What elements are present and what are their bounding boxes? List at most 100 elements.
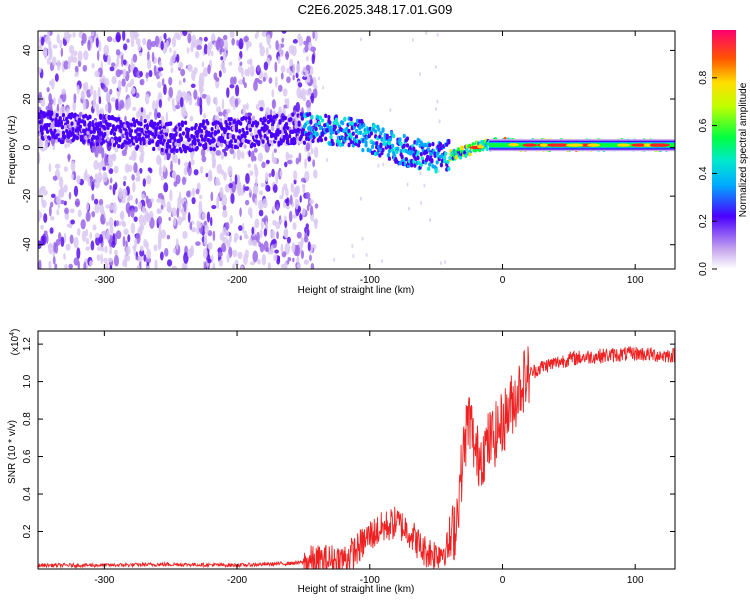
ridge-blob (157, 146, 161, 151)
ridge-blob (300, 116, 304, 121)
ridge-blob (258, 129, 262, 134)
noise-blob (286, 236, 291, 244)
noise-blob (266, 34, 271, 46)
noise-blob (108, 216, 114, 228)
ridge-blob (206, 121, 210, 126)
noise-blob (313, 146, 319, 159)
ridge-blob (372, 124, 377, 129)
noise-blob (205, 94, 211, 104)
noise-blob (181, 176, 186, 186)
ridge-blob (458, 155, 463, 160)
noise-blob (126, 196, 130, 203)
noise-blob (265, 107, 271, 118)
ridge-blob (164, 132, 169, 137)
noise-blob (296, 86, 302, 99)
noise-blob (111, 75, 117, 85)
ridge-blob (443, 155, 447, 161)
noise-blob (56, 33, 60, 44)
snr-series-line (38, 346, 675, 569)
noise-blob (48, 205, 52, 217)
noise-blob (153, 64, 157, 77)
ridge-blob (84, 113, 88, 119)
noise-blob (181, 207, 185, 216)
ridge-blob (415, 141, 419, 146)
ridge-blob (308, 112, 312, 117)
noise-blob (115, 31, 121, 43)
noise-blob (83, 261, 87, 269)
ridge-blob (438, 142, 442, 147)
noise-blob (47, 102, 53, 111)
noise-blob (100, 158, 105, 168)
ridge-blob (84, 135, 88, 140)
noise-blob (52, 44, 58, 49)
noise-blob (244, 199, 250, 206)
noise-blob (271, 89, 275, 98)
noise-blob (125, 202, 131, 214)
noise-blob (141, 193, 145, 200)
noise-blob (102, 166, 107, 171)
noise-blob (202, 113, 207, 119)
ridge-blob (71, 131, 75, 136)
noise-blob (222, 66, 227, 74)
noise-blob (419, 171, 422, 176)
noise-blob (127, 97, 131, 108)
noise-blob (129, 31, 135, 40)
ridge-blob (334, 117, 338, 123)
noise-blob (105, 91, 110, 103)
spectrogram-blobs (38, 31, 675, 269)
noise-blob (178, 191, 182, 204)
noise-blob (262, 76, 266, 82)
ridge-blob (190, 126, 194, 131)
ridge-blob (229, 139, 233, 144)
noise-blob (201, 155, 207, 163)
ridge-blob (175, 148, 179, 153)
y-tick-label: 0.6 (22, 449, 33, 463)
ridge-blob (243, 144, 247, 149)
noise-blob (91, 63, 95, 69)
noise-blob (325, 158, 328, 163)
noise-blob (169, 189, 173, 202)
noise-blob (313, 169, 318, 179)
noise-blob (207, 258, 212, 264)
ridge-blob (59, 120, 63, 126)
ridge-blob (234, 123, 239, 129)
noise-blob (221, 98, 225, 110)
noise-blob (285, 50, 289, 61)
noise-blob (170, 56, 176, 64)
noise-blob (97, 87, 101, 99)
noise-blob (260, 183, 265, 188)
noise-blob (292, 257, 295, 263)
noise-blob (254, 218, 260, 229)
noise-blob (166, 234, 170, 240)
noise-blob (280, 243, 284, 254)
noise-blob (114, 147, 119, 153)
noise-blob (85, 228, 89, 237)
ridge-peak (508, 143, 520, 147)
noise-blob (255, 177, 258, 187)
ridge-blob (227, 125, 231, 131)
noise-blob (360, 196, 363, 201)
noise-blob (265, 247, 269, 253)
ridge-blob (193, 137, 197, 143)
noise-blob (309, 254, 312, 262)
noise-blob (201, 61, 205, 68)
ridge-blob (349, 116, 353, 122)
noise-blob (124, 115, 127, 123)
noise-blob (98, 96, 102, 105)
noise-blob (272, 219, 277, 226)
ridge-blob (143, 118, 147, 124)
noise-blob (81, 32, 87, 44)
colorbar-tick-label: 0.0 (698, 262, 709, 276)
noise-blob (102, 171, 108, 183)
noise-blob (171, 152, 176, 163)
ridge-blob (379, 131, 383, 136)
noise-blob (160, 229, 167, 239)
noise-blob (285, 187, 289, 197)
noise-blob (258, 79, 263, 85)
noise-blob (247, 207, 253, 216)
noise-blob (84, 168, 88, 178)
noise-blob (233, 104, 236, 110)
noise-blob (58, 176, 64, 188)
ridge-blob (142, 138, 146, 143)
noise-blob (76, 175, 81, 185)
